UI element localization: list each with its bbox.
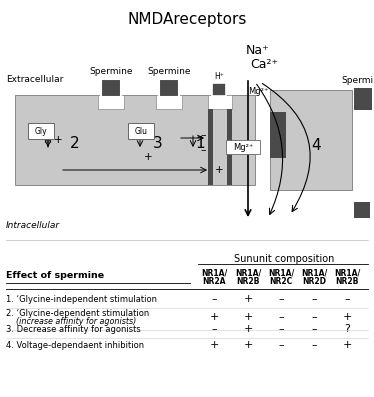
Text: (increase affinity for agonists): (increase affinity for agonists) [6, 318, 136, 326]
Text: Intracellular: Intracellular [6, 220, 60, 229]
Bar [227, 109, 232, 185]
Bar [159, 79, 179, 97]
Bar [98, 95, 124, 109]
Text: H⁺: H⁺ [214, 72, 224, 81]
Text: –: – [130, 132, 136, 142]
Text: –: – [344, 294, 350, 304]
Text: +: + [243, 312, 253, 322]
Text: NR1A/: NR1A/ [301, 268, 327, 277]
Bar [354, 88, 372, 110]
Text: NR1A/: NR1A/ [268, 268, 294, 277]
Text: 1: 1 [195, 135, 205, 150]
Text: NR2A: NR2A [202, 277, 226, 286]
Bar [28, 123, 54, 139]
Text: +: + [243, 324, 253, 334]
Text: 4: 4 [311, 137, 321, 152]
Text: NR1A/: NR1A/ [235, 268, 261, 277]
Text: Glu: Glu [135, 127, 147, 135]
Bar [354, 202, 370, 218]
Text: Spermine: Spermine [89, 67, 133, 76]
Text: 1. ‘Glycine-independent stimulation: 1. ‘Glycine-independent stimulation [6, 295, 157, 303]
Text: NMDAreceptors: NMDAreceptors [127, 12, 247, 27]
Text: Extracellular: Extracellular [6, 75, 63, 85]
Text: Spermine: Spermine [147, 67, 191, 76]
Text: +: + [209, 340, 219, 350]
Text: +: + [144, 152, 152, 162]
Text: Gly: Gly [35, 127, 47, 135]
Text: NR2D: NR2D [302, 277, 326, 286]
Text: –: – [211, 324, 217, 334]
Text: 3: 3 [153, 135, 163, 150]
Text: 2. ‘Glycine-dependent stimulation: 2. ‘Glycine-dependent stimulation [6, 308, 149, 318]
Text: Mg²⁺: Mg²⁺ [233, 143, 253, 152]
Text: –: – [278, 294, 284, 304]
Text: +: + [342, 312, 352, 322]
Text: –: – [200, 145, 206, 155]
Text: Sununit composition: Sununit composition [234, 254, 334, 264]
Text: +: + [342, 340, 352, 350]
Text: –: – [278, 312, 284, 322]
Bar [208, 109, 213, 185]
Text: Effect of spermine: Effect of spermine [6, 271, 104, 280]
Text: –: – [211, 294, 217, 304]
Text: +: + [215, 165, 224, 175]
Text: Na⁺: Na⁺ [246, 44, 270, 56]
Bar [212, 83, 226, 96]
Bar [101, 79, 121, 97]
Text: 4. Voltage-dependaent inhibition: 4. Voltage-dependaent inhibition [6, 341, 144, 349]
Bar [226, 140, 260, 154]
Text: +: + [54, 135, 62, 145]
Text: +: + [243, 294, 253, 304]
Text: Ca²⁺: Ca²⁺ [250, 58, 278, 71]
Text: –: – [311, 312, 317, 322]
Bar [15, 95, 255, 185]
Text: –: – [311, 340, 317, 350]
Text: +: + [243, 340, 253, 350]
Text: ?: ? [344, 324, 350, 334]
Bar [208, 95, 232, 109]
Text: –: – [278, 324, 284, 334]
Text: NR1A/: NR1A/ [201, 268, 227, 277]
Text: –: – [311, 324, 317, 334]
Text: NR1A/: NR1A/ [334, 268, 360, 277]
Text: 3. Decrease affinity for agonists: 3. Decrease affinity for agonists [6, 324, 141, 333]
Text: Mg²⁺: Mg²⁺ [248, 87, 269, 96]
Bar [156, 95, 182, 109]
Text: +: + [209, 312, 219, 322]
Text: 2: 2 [70, 135, 80, 150]
Text: –: – [278, 340, 284, 350]
Bar [270, 90, 352, 190]
Text: –: – [311, 294, 317, 304]
Bar [270, 112, 286, 158]
Text: Spermine: Spermine [341, 76, 374, 85]
Bar [128, 123, 154, 139]
Text: NR2B: NR2B [335, 277, 359, 286]
Text: –: – [200, 130, 206, 140]
Text: NR2B: NR2B [236, 277, 260, 286]
Text: NR2C: NR2C [269, 277, 292, 286]
